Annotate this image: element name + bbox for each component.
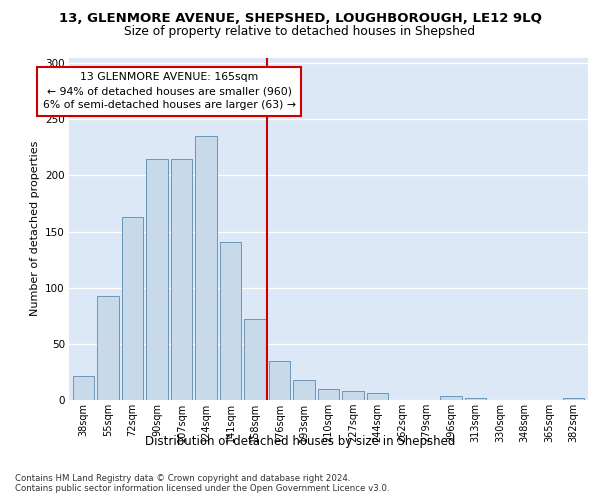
Bar <box>563 398 584 400</box>
Bar <box>367 394 388 400</box>
Bar <box>293 380 315 400</box>
Bar <box>440 396 461 400</box>
Bar <box>73 376 94 400</box>
Bar <box>464 398 486 400</box>
Bar <box>122 217 143 400</box>
Y-axis label: Number of detached properties: Number of detached properties <box>29 141 40 316</box>
Bar <box>342 391 364 400</box>
Bar <box>171 158 193 400</box>
Text: Contains HM Land Registry data © Crown copyright and database right 2024.
Contai: Contains HM Land Registry data © Crown c… <box>15 474 389 494</box>
Bar <box>97 296 119 400</box>
Text: Distribution of detached houses by size in Shepshed: Distribution of detached houses by size … <box>145 435 455 448</box>
Bar <box>146 158 168 400</box>
Bar <box>244 319 266 400</box>
Bar <box>318 389 339 400</box>
Text: 13, GLENMORE AVENUE, SHEPSHED, LOUGHBOROUGH, LE12 9LQ: 13, GLENMORE AVENUE, SHEPSHED, LOUGHBORO… <box>59 12 541 26</box>
Bar <box>269 360 290 400</box>
Text: 13 GLENMORE AVENUE: 165sqm
← 94% of detached houses are smaller (960)
6% of semi: 13 GLENMORE AVENUE: 165sqm ← 94% of deta… <box>43 72 296 110</box>
Bar <box>220 242 241 400</box>
Text: Size of property relative to detached houses in Shepshed: Size of property relative to detached ho… <box>124 25 476 38</box>
Bar <box>196 136 217 400</box>
